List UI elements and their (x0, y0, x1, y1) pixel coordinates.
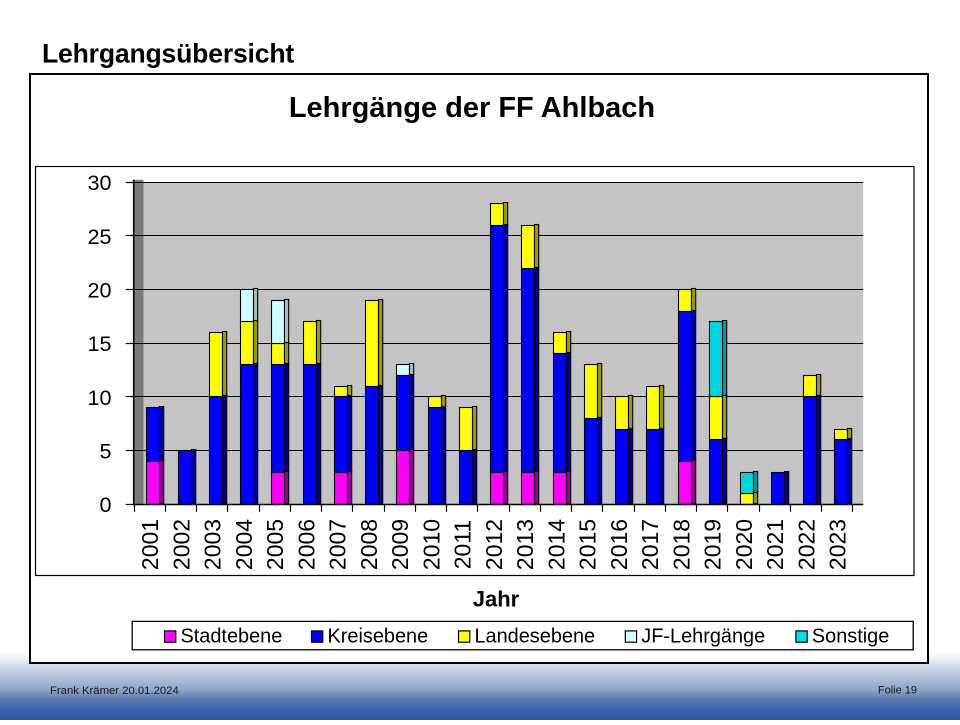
svg-text:5: 5 (99, 438, 111, 463)
svg-text:0: 0 (99, 492, 111, 517)
svg-text:Sonstige: Sonstige (812, 625, 889, 647)
svg-text:2014: 2014 (543, 519, 569, 570)
svg-text:2020: 2020 (731, 519, 757, 570)
svg-text:25: 25 (87, 224, 111, 249)
svg-text:Stadtebene: Stadtebene (181, 625, 283, 647)
svg-text:Jahr: Jahr (473, 587, 520, 612)
svg-text:2005: 2005 (262, 519, 288, 570)
svg-text:2009: 2009 (387, 519, 413, 570)
svg-text:2018: 2018 (668, 519, 694, 570)
svg-text:2003: 2003 (200, 519, 226, 570)
svg-text:20: 20 (87, 277, 111, 302)
svg-text:2007: 2007 (325, 519, 351, 570)
svg-text:Folie 19: Folie 19 (878, 685, 917, 697)
svg-text:Kreisebene: Kreisebene (328, 625, 429, 647)
svg-text:Lehrgangsübersicht: Lehrgangsübersicht (42, 39, 294, 69)
svg-text:Frank Krämer 20.01.2024: Frank Krämer 20.01.2024 (50, 685, 179, 697)
svg-text:2006: 2006 (293, 519, 319, 570)
svg-text:2022: 2022 (793, 519, 819, 570)
svg-text:Landesebene: Landesebene (475, 625, 596, 647)
svg-text:15: 15 (87, 331, 111, 356)
svg-text:10: 10 (87, 385, 111, 410)
svg-text:2010: 2010 (418, 519, 444, 570)
svg-text:2023: 2023 (825, 519, 851, 570)
svg-text:2001: 2001 (137, 519, 163, 570)
svg-text:2008: 2008 (356, 519, 382, 570)
svg-text:2002: 2002 (168, 519, 194, 570)
svg-text:30: 30 (87, 170, 111, 195)
svg-text:2012: 2012 (481, 519, 507, 570)
svg-text:2015: 2015 (575, 519, 601, 570)
svg-text:JF-Lehrgänge: JF-Lehrgänge (641, 625, 765, 647)
svg-text:2021: 2021 (762, 519, 788, 570)
svg-text:Lehrgänge der FF Ahlbach: Lehrgänge der FF Ahlbach (289, 92, 655, 124)
svg-text:2004: 2004 (231, 519, 257, 570)
svg-text:2016: 2016 (606, 519, 632, 570)
svg-text:2019: 2019 (700, 519, 726, 570)
svg-text:2017: 2017 (637, 519, 663, 570)
svg-text:2011: 2011 (450, 520, 476, 569)
svg-text:2013: 2013 (512, 519, 538, 570)
